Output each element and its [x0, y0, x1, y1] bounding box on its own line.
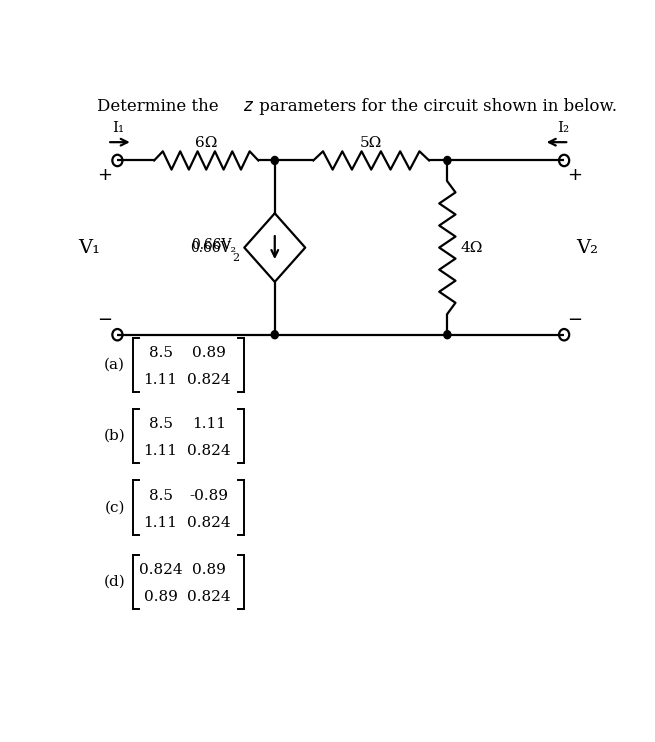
- Text: 0.824: 0.824: [187, 516, 231, 530]
- Circle shape: [271, 157, 278, 165]
- Text: 6Ω: 6Ω: [195, 137, 217, 151]
- Text: parameters for the circuit shown in below.: parameters for the circuit shown in belo…: [254, 98, 618, 115]
- Circle shape: [271, 331, 278, 338]
- Text: 1.11: 1.11: [143, 516, 178, 530]
- Text: −: −: [97, 312, 112, 329]
- Text: 4Ω: 4Ω: [460, 240, 483, 255]
- Text: 1.11: 1.11: [192, 417, 226, 431]
- Text: 0.89: 0.89: [143, 590, 178, 604]
- Text: 8.5: 8.5: [149, 346, 172, 360]
- Text: I₂: I₂: [557, 121, 569, 135]
- Text: Determine the: Determine the: [97, 98, 224, 115]
- Text: 0.66V₂: 0.66V₂: [191, 240, 236, 255]
- Text: (b): (b): [103, 429, 125, 443]
- Circle shape: [444, 157, 451, 165]
- Text: −: −: [567, 312, 582, 329]
- Text: (a): (a): [104, 358, 125, 372]
- Text: 2: 2: [233, 253, 240, 263]
- Text: 0.66V: 0.66V: [191, 237, 232, 252]
- Text: 1.11: 1.11: [143, 373, 178, 387]
- Text: V₁: V₁: [79, 239, 100, 257]
- Text: 0.824: 0.824: [187, 590, 231, 604]
- Text: (d): (d): [103, 575, 125, 589]
- Text: 0.824: 0.824: [187, 444, 231, 459]
- Text: 0.824: 0.824: [187, 373, 231, 387]
- Text: (c): (c): [105, 501, 125, 514]
- Text: +: +: [97, 165, 112, 184]
- Text: $z$: $z$: [243, 98, 254, 115]
- Text: 0.89: 0.89: [192, 563, 226, 577]
- Circle shape: [444, 331, 451, 338]
- Text: 0.824: 0.824: [139, 563, 182, 577]
- Text: 1.11: 1.11: [143, 444, 178, 459]
- Text: -0.89: -0.89: [189, 488, 229, 502]
- Text: V₂: V₂: [576, 239, 598, 257]
- Text: 5Ω: 5Ω: [360, 137, 383, 151]
- Text: I₁: I₁: [113, 121, 124, 135]
- Text: +: +: [567, 165, 582, 184]
- Text: 8.5: 8.5: [149, 488, 172, 502]
- Text: 8.5: 8.5: [149, 417, 172, 431]
- Text: 0.89: 0.89: [192, 346, 226, 360]
